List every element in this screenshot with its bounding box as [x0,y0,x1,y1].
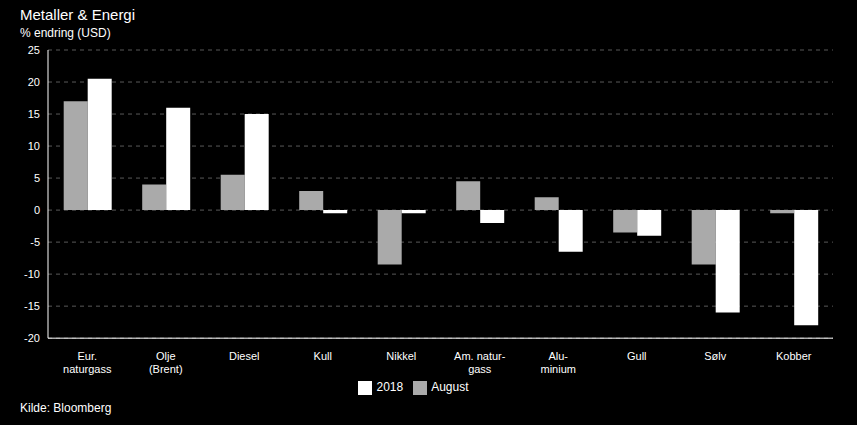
svg-text:Olje(Brent): Olje(Brent) [149,350,183,375]
html-text:% endring (USD): % endring (USD) [20,26,111,40]
html-text:2018: 2018 [376,380,404,395]
svg-text:-20: -20 [24,332,40,344]
svg-text:Eur.naturgass: Eur.naturgass [63,350,112,375]
svg-text:-5: -5 [30,236,40,248]
svg-text:Am. natur-gass: Am. natur-gass [454,350,506,375]
svg-text:15: 15 [28,108,40,120]
html-text:Metaller & Energi: Metaller & Energi [20,6,136,23]
svg-text:-15: -15 [24,300,40,312]
svg-text:10: 10 [28,140,40,152]
svg-text:0: 0 [34,204,40,216]
svg-text:Sølv: Sølv [704,350,727,362]
html-text:August: August [431,380,469,395]
svg-text:Gull: Gull [627,350,647,362]
svg-text:Kobber: Kobber [776,350,812,362]
svg-text:Nikkel: Nikkel [386,350,416,362]
svg-text:25: 25 [28,44,40,56]
svg-text:-10: -10 [24,268,40,280]
svg-text:Diesel: Diesel [229,350,260,362]
svg-text:20: 20 [28,76,40,88]
html-text:Kilde: Bloomberg: Kilde: Bloomberg [20,401,112,415]
svg-text:5: 5 [34,172,40,184]
svg-text:Alu-minium: Alu-minium [541,350,576,375]
svg-text:Kull: Kull [314,350,332,362]
